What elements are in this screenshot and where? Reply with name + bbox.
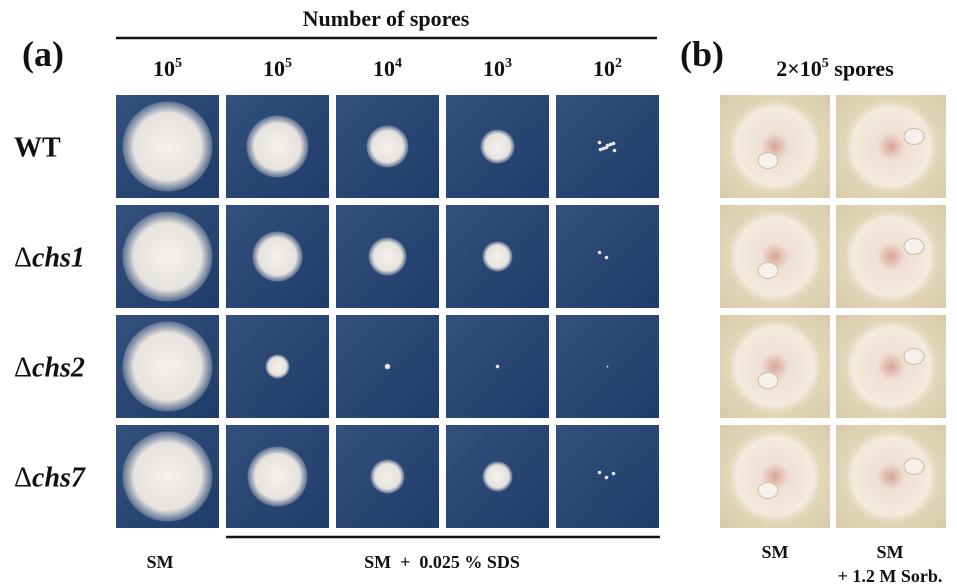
colony-dot	[598, 141, 602, 145]
colony	[845, 101, 937, 193]
colony	[496, 365, 500, 369]
row-label: WT	[14, 133, 61, 164]
column-label: 105	[263, 56, 292, 81]
droplet	[904, 349, 924, 365]
colony	[247, 116, 309, 178]
colony	[367, 126, 409, 168]
row-symbol: Δ	[14, 463, 32, 494]
superscript: 3	[505, 56, 512, 71]
colony	[607, 366, 609, 368]
footer: SM	[147, 552, 174, 572]
colony	[729, 431, 821, 523]
colony	[385, 364, 391, 370]
colony	[123, 432, 213, 522]
droplet	[904, 129, 924, 145]
colony-dot	[599, 148, 603, 152]
colony-dot	[598, 471, 602, 475]
colony-dot	[612, 472, 616, 476]
column-base: 10	[373, 56, 395, 81]
header-text: 2×10	[776, 56, 822, 81]
colony	[845, 431, 937, 523]
colony	[483, 242, 513, 272]
colony	[248, 447, 308, 507]
colony	[483, 462, 513, 492]
row-name: chs7	[32, 463, 86, 494]
colony	[729, 101, 821, 193]
colony	[845, 321, 937, 413]
droplet	[758, 483, 778, 499]
colony-dot	[605, 476, 609, 480]
droplet	[758, 263, 778, 279]
superscript: 5	[175, 56, 182, 71]
colony	[266, 355, 290, 379]
header: Number of spores	[303, 6, 470, 31]
colony	[729, 211, 821, 303]
colony	[253, 232, 303, 282]
column-label: 103	[483, 56, 512, 81]
figure: (a) Number of spores SM SM + 0.025 % SDS…	[0, 0, 957, 588]
row-name: chs1	[32, 243, 85, 274]
colony	[845, 211, 937, 303]
column-base: 10	[263, 56, 285, 81]
row-label: Δchs1	[14, 243, 85, 274]
column-label: 105	[153, 56, 182, 81]
panel-label: (b)	[680, 34, 724, 74]
colony	[481, 130, 515, 164]
superscript: 4	[395, 56, 402, 71]
footer: SM	[877, 542, 904, 562]
colony	[371, 460, 405, 494]
row-name: WT	[14, 133, 61, 164]
colony	[123, 102, 213, 192]
footer: + 1.2 M Sorb.	[838, 566, 943, 586]
colony	[123, 212, 213, 302]
row-label: Δchs7	[14, 463, 86, 494]
footer: SM	[762, 542, 789, 562]
droplet	[904, 239, 924, 255]
row-symbol: Δ	[14, 243, 32, 274]
column-label: 102	[593, 56, 622, 81]
colony-dot	[598, 251, 602, 255]
header-text: spores	[829, 56, 894, 81]
droplet	[758, 373, 778, 389]
superscript: 5	[822, 56, 829, 71]
panel-label: (a)	[22, 34, 64, 74]
footer: SM + 0.025 % SDS	[364, 552, 520, 572]
header: 2×105 spores	[776, 56, 894, 81]
row-label: Δchs2	[14, 353, 85, 384]
row-name: chs2	[32, 353, 85, 384]
colony	[729, 321, 821, 413]
column-label: 104	[373, 56, 402, 81]
row-symbol: Δ	[14, 353, 32, 384]
colony-dot	[606, 144, 610, 148]
colony	[123, 322, 213, 412]
colony-dot	[613, 149, 617, 153]
superscript: 2	[615, 56, 622, 71]
column-base: 10	[483, 56, 505, 81]
colony-dot	[605, 256, 609, 260]
droplet	[758, 153, 778, 169]
column-base: 10	[593, 56, 615, 81]
column-base: 10	[153, 56, 175, 81]
droplet	[904, 459, 924, 475]
colony	[369, 238, 407, 276]
superscript: 5	[285, 56, 292, 71]
